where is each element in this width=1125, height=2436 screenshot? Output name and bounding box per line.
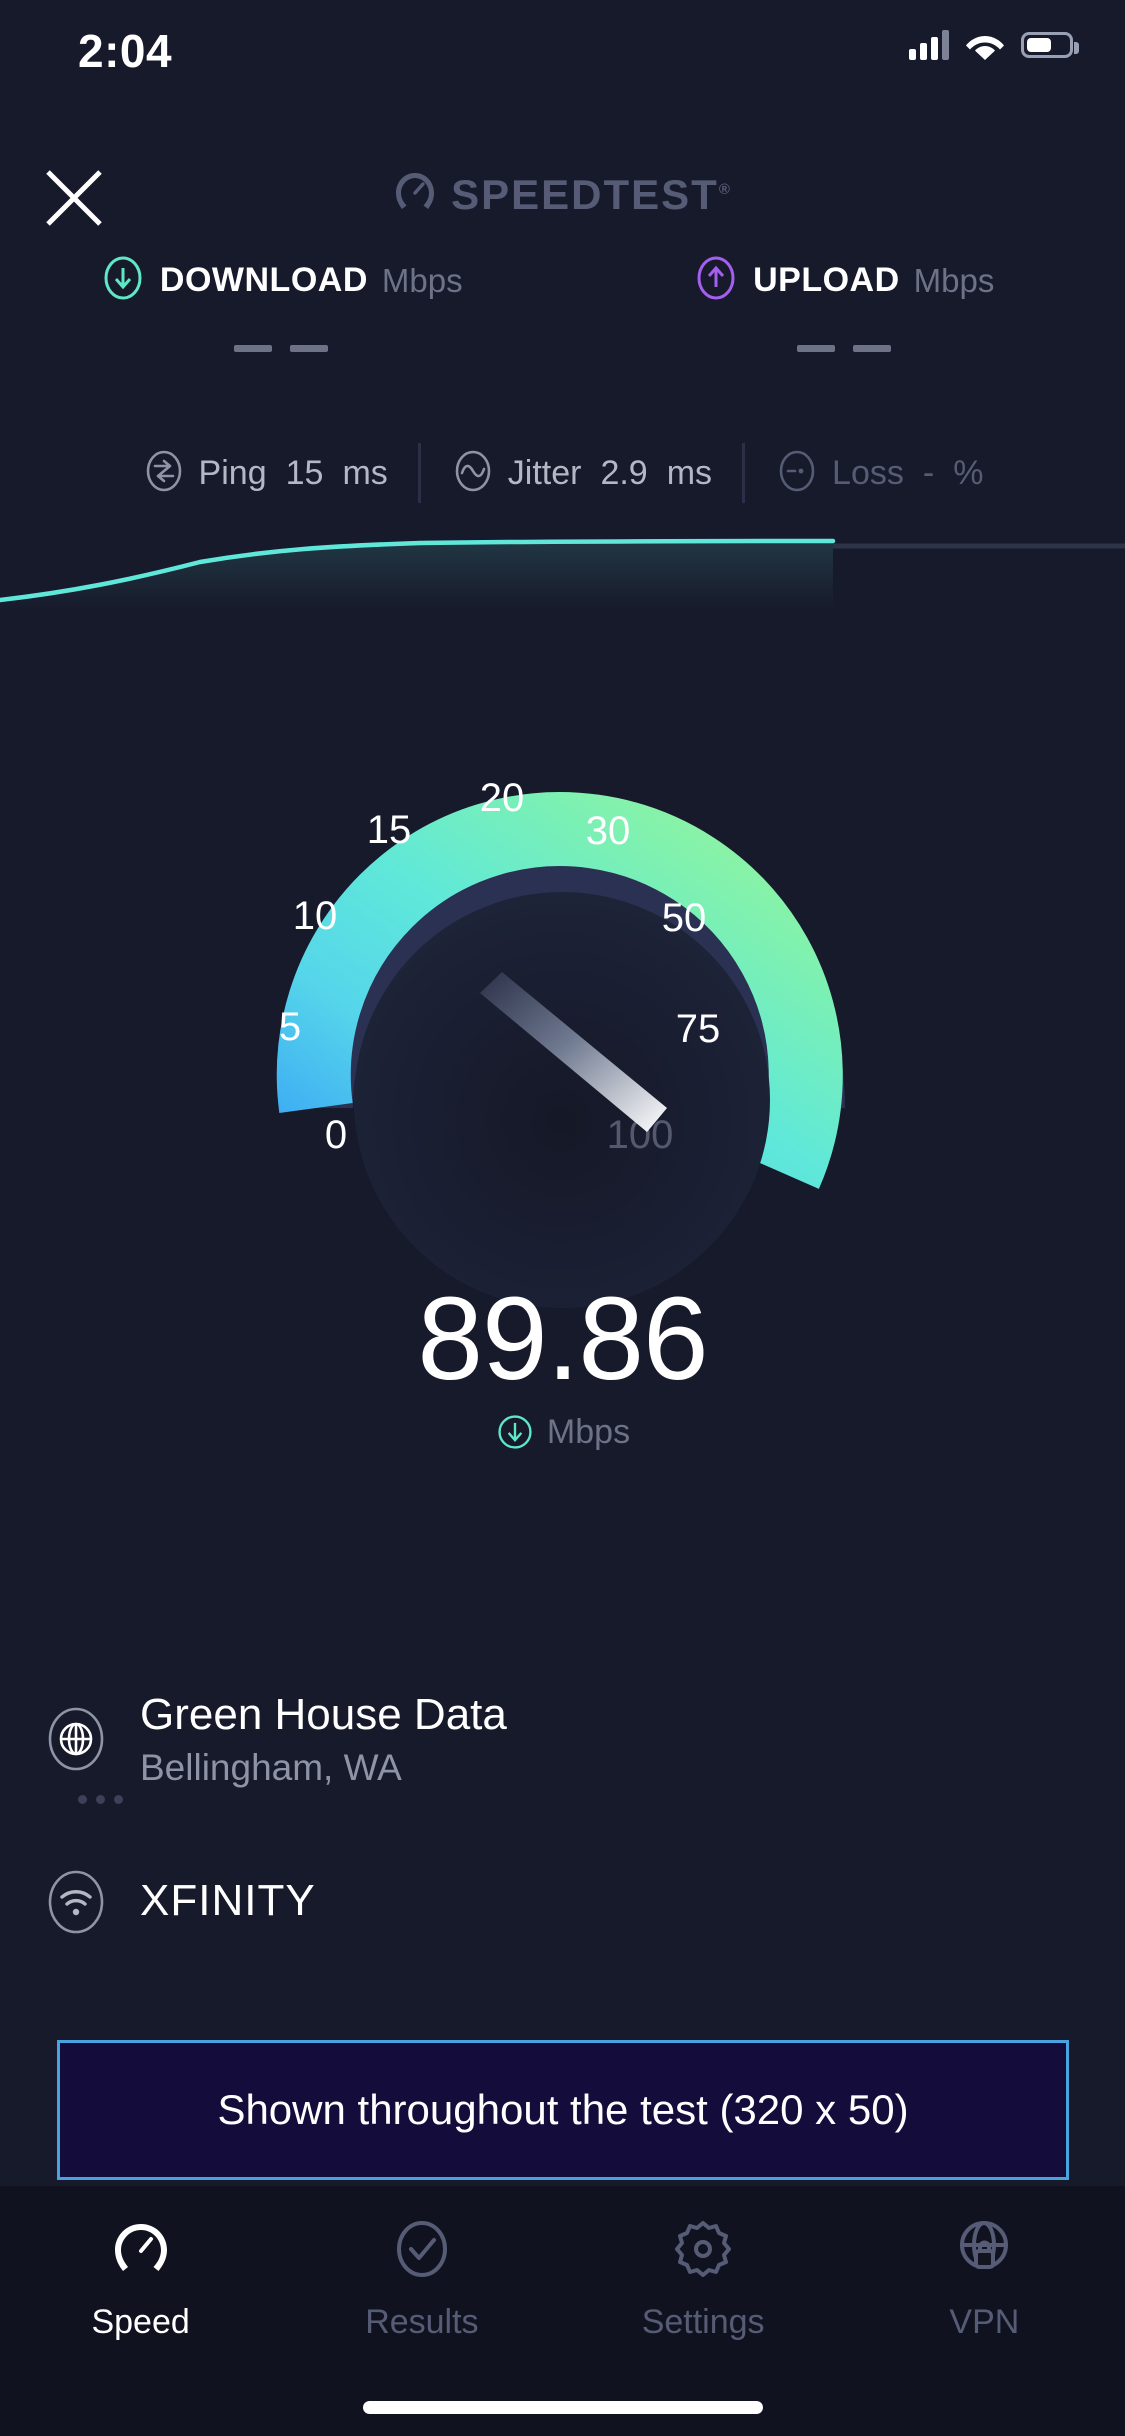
tab-settings[interactable]: Settings bbox=[563, 2218, 844, 2342]
upload-value-placeholder bbox=[563, 345, 1125, 352]
battery-icon bbox=[1021, 32, 1079, 58]
loss-label: Loss bbox=[832, 453, 904, 492]
metrics-labels-row: DOWNLOAD Mbps UPLOAD Mbps bbox=[0, 255, 1125, 306]
tab-vpn-label: VPN bbox=[949, 2303, 1020, 2341]
loss-icon bbox=[775, 449, 819, 498]
download-arrow-icon bbox=[495, 1412, 535, 1452]
bottom-tab-bar: Speed Results Settings bbox=[0, 2186, 1125, 2436]
tab-results-label: Results bbox=[365, 2303, 479, 2341]
ad-banner[interactable]: Shown throughout the test (320 x 50) bbox=[57, 2040, 1069, 2180]
status-bar: 2:04 bbox=[0, 0, 1125, 108]
gauge-tick-20: 20 bbox=[480, 776, 525, 820]
wifi-icon bbox=[965, 30, 1005, 60]
gauge-tick-50: 50 bbox=[662, 896, 707, 940]
ad-text: Shown throughout the test (320 x 50) bbox=[217, 2086, 909, 2133]
loss-stat: Loss - % bbox=[775, 449, 983, 498]
gauge-readout: 89.86 Mbps bbox=[0, 1280, 1125, 1452]
brand-trademark: ® bbox=[718, 180, 732, 198]
more-dots-icon[interactable] bbox=[78, 1794, 1085, 1804]
speedometer-icon bbox=[110, 2218, 172, 2285]
gauge-active-arc bbox=[276, 792, 843, 1189]
jitter-icon bbox=[451, 449, 495, 498]
jitter-value: 2.9 bbox=[600, 453, 648, 492]
vpn-globe-lock-icon bbox=[953, 2218, 1015, 2285]
isp-name: XFINITY bbox=[140, 1876, 316, 1926]
download-value-placeholder bbox=[0, 345, 563, 352]
gauge-tick-15: 15 bbox=[367, 808, 412, 852]
server-name: Green House Data bbox=[140, 1690, 507, 1739]
upload-label: UPLOAD bbox=[753, 261, 900, 299]
server-location: Bellingham, WA bbox=[140, 1746, 402, 1788]
gear-icon bbox=[672, 2218, 734, 2285]
download-metric-header: DOWNLOAD Mbps bbox=[0, 255, 563, 306]
live-throughput-graph bbox=[0, 500, 1125, 610]
gauge-face bbox=[354, 892, 770, 1308]
download-unit: Mbps bbox=[381, 261, 463, 299]
wifi-icon bbox=[40, 1866, 112, 1938]
tab-settings-label: Settings bbox=[641, 2303, 765, 2341]
speed-gauge: 0 5 10 15 20 30 50 75 100 bbox=[62, 700, 1062, 1308]
tab-results[interactable]: Results bbox=[281, 2218, 562, 2342]
gauge-tick-10: 10 bbox=[293, 894, 338, 938]
loss-unit: % bbox=[953, 453, 984, 492]
download-arrow-icon bbox=[100, 255, 146, 306]
ping-icon bbox=[142, 449, 186, 498]
network-stats-row: Ping 15 ms Jitter 2.9 ms bbox=[0, 443, 1125, 503]
signal-bars-icon bbox=[909, 30, 949, 60]
loss-value: - bbox=[922, 453, 935, 492]
gauge-tick-75: 75 bbox=[676, 1007, 721, 1051]
gauge-tick-5: 5 bbox=[279, 1005, 301, 1049]
ping-label: Ping bbox=[198, 453, 267, 492]
ping-unit: ms bbox=[342, 453, 388, 492]
download-label: DOWNLOAD bbox=[159, 261, 368, 299]
gauge-needle bbox=[480, 972, 667, 1132]
close-icon[interactable] bbox=[42, 166, 106, 230]
speed-unit: Mbps bbox=[546, 1412, 631, 1451]
upload-metric-header: UPLOAD Mbps bbox=[563, 255, 1125, 306]
tab-speed[interactable]: Speed bbox=[0, 2218, 281, 2342]
server-row[interactable]: Green House Data Bellingham, WA bbox=[40, 1690, 1085, 1789]
home-indicator bbox=[362, 2401, 763, 2414]
jitter-unit: ms bbox=[666, 453, 713, 492]
status-bar-indicators bbox=[909, 30, 1079, 60]
upload-unit: Mbps bbox=[913, 261, 995, 299]
status-bar-time: 2:04 bbox=[78, 25, 173, 77]
globe-icon bbox=[40, 1703, 112, 1775]
isp-row[interactable]: XFINITY bbox=[40, 1866, 1085, 1938]
connection-info: Green House Data Bellingham, WA XFINITY bbox=[40, 1690, 1085, 1938]
gauge-tick-30: 30 bbox=[586, 809, 631, 853]
brand-logo: SPEEDTEST® bbox=[0, 170, 1125, 219]
ping-stat: Ping 15 ms bbox=[142, 449, 388, 498]
stat-divider bbox=[742, 443, 746, 503]
jitter-stat: Jitter 2.9 ms bbox=[451, 449, 712, 498]
jitter-label: Jitter bbox=[507, 453, 582, 492]
tab-speed-label: Speed bbox=[91, 2303, 190, 2341]
check-circle-icon bbox=[391, 2218, 453, 2285]
metrics-values-row bbox=[0, 345, 1125, 352]
speed-value: 89.86 bbox=[417, 1273, 708, 1405]
gauge-tick-0: 0 bbox=[325, 1113, 347, 1157]
upload-arrow-icon bbox=[693, 255, 739, 306]
stat-divider bbox=[417, 443, 421, 503]
speed-unit-row: Mbps bbox=[0, 1412, 1125, 1452]
brand-name: SPEEDTEST bbox=[451, 170, 719, 218]
tab-vpn[interactable]: VPN bbox=[844, 2218, 1125, 2342]
ping-value: 15 bbox=[285, 453, 324, 492]
speedometer-icon bbox=[393, 170, 437, 219]
